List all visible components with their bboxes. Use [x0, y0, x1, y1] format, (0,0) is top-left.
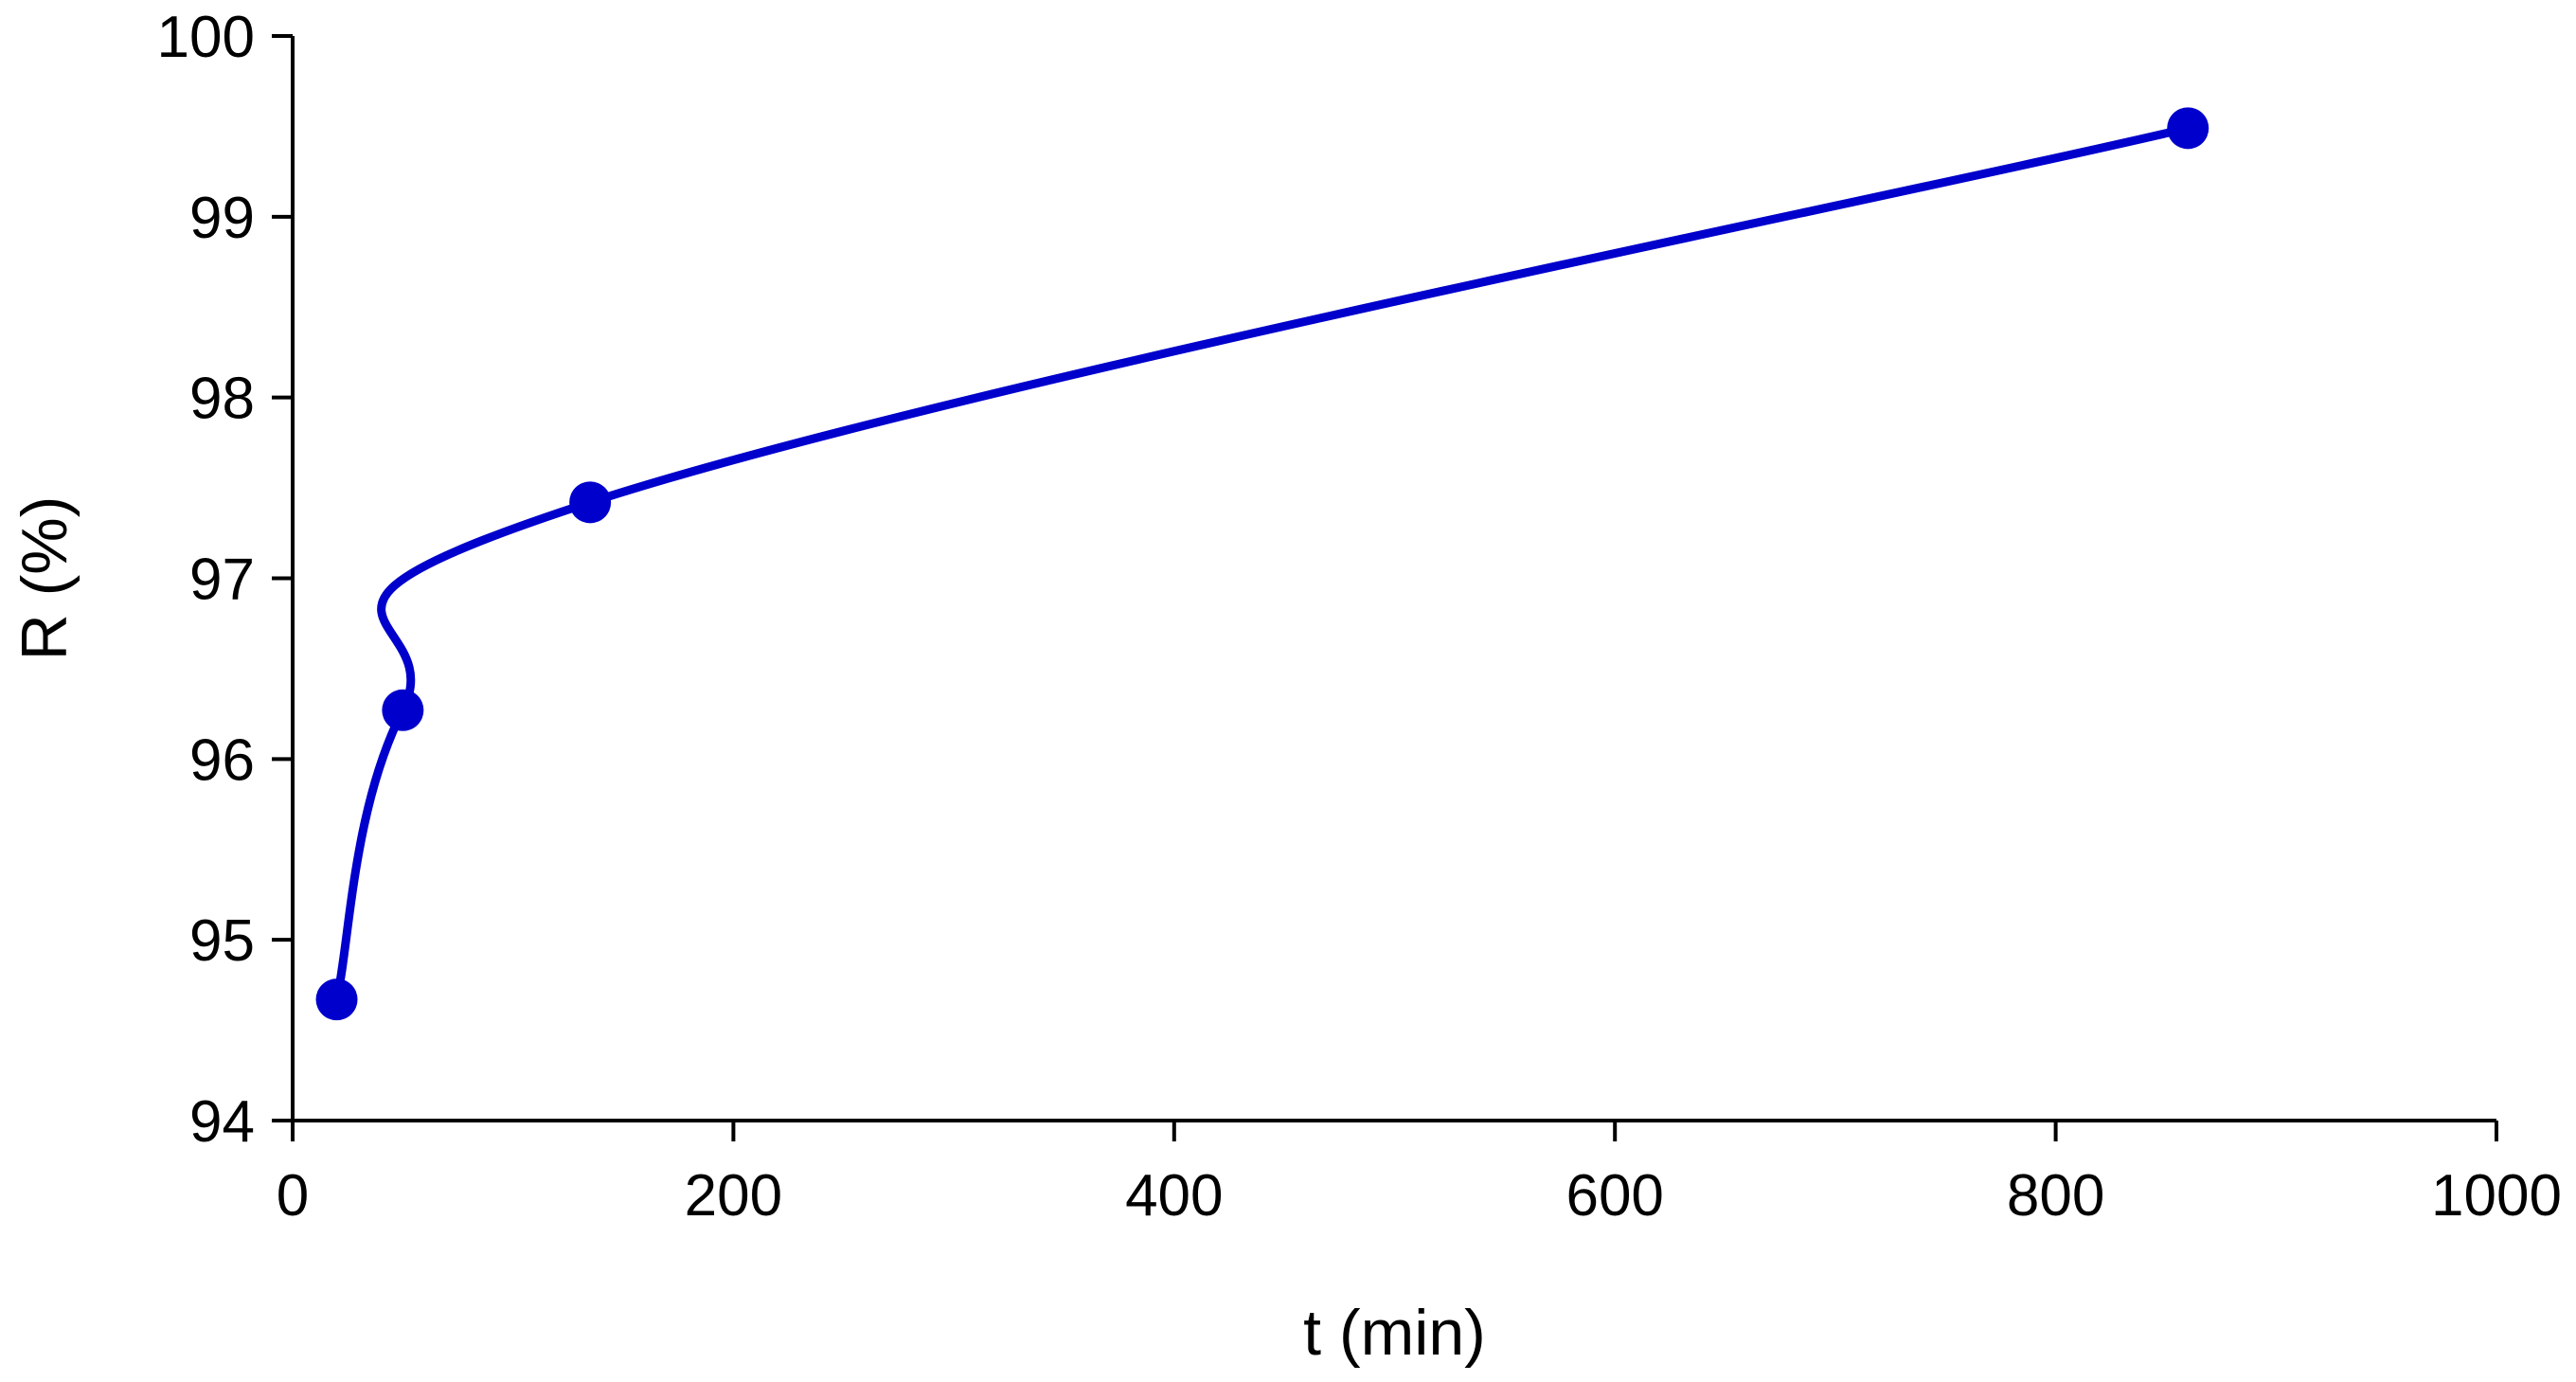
y-axis-label: R (%) [9, 496, 80, 661]
y-tick-label: 100 [157, 5, 255, 70]
data-point [382, 689, 424, 731]
x-axis-label: t (min) [1303, 1297, 1486, 1369]
y-tick-label: 95 [189, 908, 255, 974]
series-layer [315, 107, 2209, 1021]
x-axis-ticks: 0 200 400 600 800 1000 [277, 1121, 2562, 1229]
data-point [569, 481, 612, 524]
series-line [332, 123, 2192, 1004]
data-point [2167, 107, 2209, 150]
x-tick-label: 600 [1565, 1163, 1663, 1229]
y-axis-ticks: 94 95 96 97 98 99 100 [157, 5, 293, 1155]
y-tick-label: 97 [189, 547, 255, 613]
data-point [315, 978, 358, 1021]
y-tick-label: 98 [189, 367, 255, 432]
x-tick-label: 200 [685, 1163, 782, 1229]
x-tick-label: 0 [277, 1163, 309, 1229]
x-tick-label: 400 [1125, 1163, 1223, 1229]
x-tick-label: 800 [2007, 1163, 2104, 1229]
y-tick-label: 96 [189, 727, 255, 793]
y-tick-label: 94 [189, 1089, 255, 1155]
x-tick-label: 1000 [2431, 1163, 2562, 1229]
y-tick-label: 99 [189, 186, 255, 251]
